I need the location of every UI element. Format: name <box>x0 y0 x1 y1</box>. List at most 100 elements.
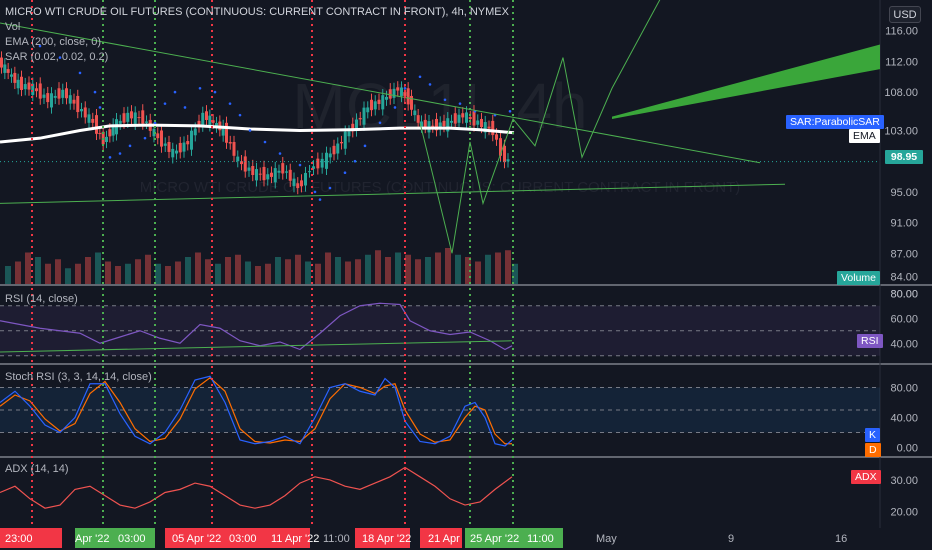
sar-dot <box>298 163 302 167</box>
candle-body <box>130 111 133 119</box>
candle-body <box>270 172 273 177</box>
candle-body <box>3 64 7 73</box>
volume-bar <box>325 252 331 284</box>
candle-body <box>111 124 115 136</box>
candle-body <box>160 130 163 147</box>
candle-body <box>182 142 186 152</box>
candle-body <box>396 87 400 91</box>
candle-body <box>50 93 53 108</box>
candle-body <box>258 173 262 175</box>
stoch-legend[interactable]: Stoch RSI (3, 3, 14, 14, close) <box>5 371 152 383</box>
price-tick-label: 112.00 <box>885 56 918 68</box>
candle-body <box>61 89 65 98</box>
volume-bar <box>135 259 141 284</box>
time-tick-label: May <box>596 533 617 545</box>
rsi-line <box>0 302 513 351</box>
sar-dot <box>58 56 62 59</box>
sar-dot <box>98 106 102 109</box>
sar-dot <box>508 109 512 113</box>
candle-body <box>80 108 83 112</box>
candle-body <box>95 115 98 134</box>
candle-body <box>296 183 300 189</box>
candle-body <box>156 133 160 139</box>
time-tick-label: 16 <box>835 533 847 545</box>
adx-legend[interactable]: ADX (14, 14) <box>5 463 69 475</box>
candle-body <box>240 161 243 165</box>
sar-dot <box>118 152 122 155</box>
volume-bar <box>75 263 81 284</box>
sar-dot <box>93 90 97 94</box>
candle-body <box>416 115 420 123</box>
time-marker-box <box>0 528 62 548</box>
sar-dot <box>78 71 82 75</box>
candle-body <box>487 126 491 129</box>
candle-body <box>480 118 483 128</box>
candle-body <box>358 118 362 120</box>
symbol-title[interactable]: MICRO WTI CRUDE OIL FUTURES (CONTINUOUS:… <box>5 6 509 18</box>
vol-legend[interactable]: Vol <box>5 21 21 33</box>
candle-body <box>215 123 218 127</box>
volume-bar <box>305 261 311 284</box>
candle-body <box>366 107 370 113</box>
candle-body <box>255 169 258 181</box>
candle-body <box>288 169 292 181</box>
sar-dot <box>38 44 42 48</box>
volume-bar <box>505 250 511 284</box>
candle-body <box>340 142 343 144</box>
candle-body <box>281 163 285 174</box>
volume-bar <box>25 252 31 284</box>
candle-body <box>423 119 427 128</box>
candle-body <box>10 74 13 77</box>
rsi-legend[interactable]: RSI (14, close) <box>5 293 78 305</box>
volume-bar <box>155 263 161 284</box>
volume-bar <box>455 254 461 284</box>
time-tick-label: 11 Apr '22 <box>271 533 319 545</box>
sar-legend[interactable]: SAR (0.02, 0.02, 0.2) <box>5 51 109 63</box>
candle-body <box>381 95 385 110</box>
candle-body <box>247 167 251 171</box>
price-tick-label: 84.00 <box>890 271 918 283</box>
candle-body <box>468 117 472 119</box>
volume-bar <box>185 257 191 284</box>
candle-body <box>20 76 23 90</box>
volume-bar <box>425 257 431 284</box>
candle-body <box>403 92 407 96</box>
candle-body <box>347 131 351 137</box>
currency-button[interactable]: USD <box>889 6 921 23</box>
price-tick-label: 108.00 <box>884 87 918 99</box>
volume-bar <box>145 254 151 284</box>
ema-legend[interactable]: EMA (200, close, 0) <box>5 36 101 48</box>
volume-bar <box>335 257 341 284</box>
candle-body <box>304 172 307 186</box>
time-tick-label: 18 Apr '22 <box>362 533 411 545</box>
candle-body <box>190 130 193 150</box>
candle-body <box>392 88 396 98</box>
sar-dot <box>343 171 347 175</box>
candle-body <box>336 143 340 154</box>
candle-body <box>457 114 461 123</box>
sar-dot <box>213 90 217 94</box>
candle-body <box>221 125 225 136</box>
adx-tick-label: 30.00 <box>890 475 918 487</box>
adx-tag: ADX <box>851 470 881 484</box>
volume-bar <box>195 252 201 284</box>
candle-body <box>413 110 417 116</box>
volume-bar <box>35 257 41 284</box>
time-tick-label: 03:00 <box>118 533 146 545</box>
candle-body <box>108 129 112 137</box>
volume-bar <box>445 248 451 284</box>
adx-line <box>0 466 513 509</box>
candle-body <box>27 82 31 90</box>
candle-body <box>6 69 10 73</box>
candle-body <box>243 156 247 172</box>
candle-body <box>316 158 320 169</box>
time-marker-box <box>75 528 155 548</box>
time-marker-box <box>465 528 563 548</box>
volume-bar <box>375 250 381 284</box>
volume-bar <box>495 252 501 284</box>
candle-body <box>400 87 403 96</box>
volume-bar <box>355 259 361 284</box>
stoch-tick-label: 80.00 <box>890 383 918 395</box>
sar-dot <box>318 198 322 201</box>
